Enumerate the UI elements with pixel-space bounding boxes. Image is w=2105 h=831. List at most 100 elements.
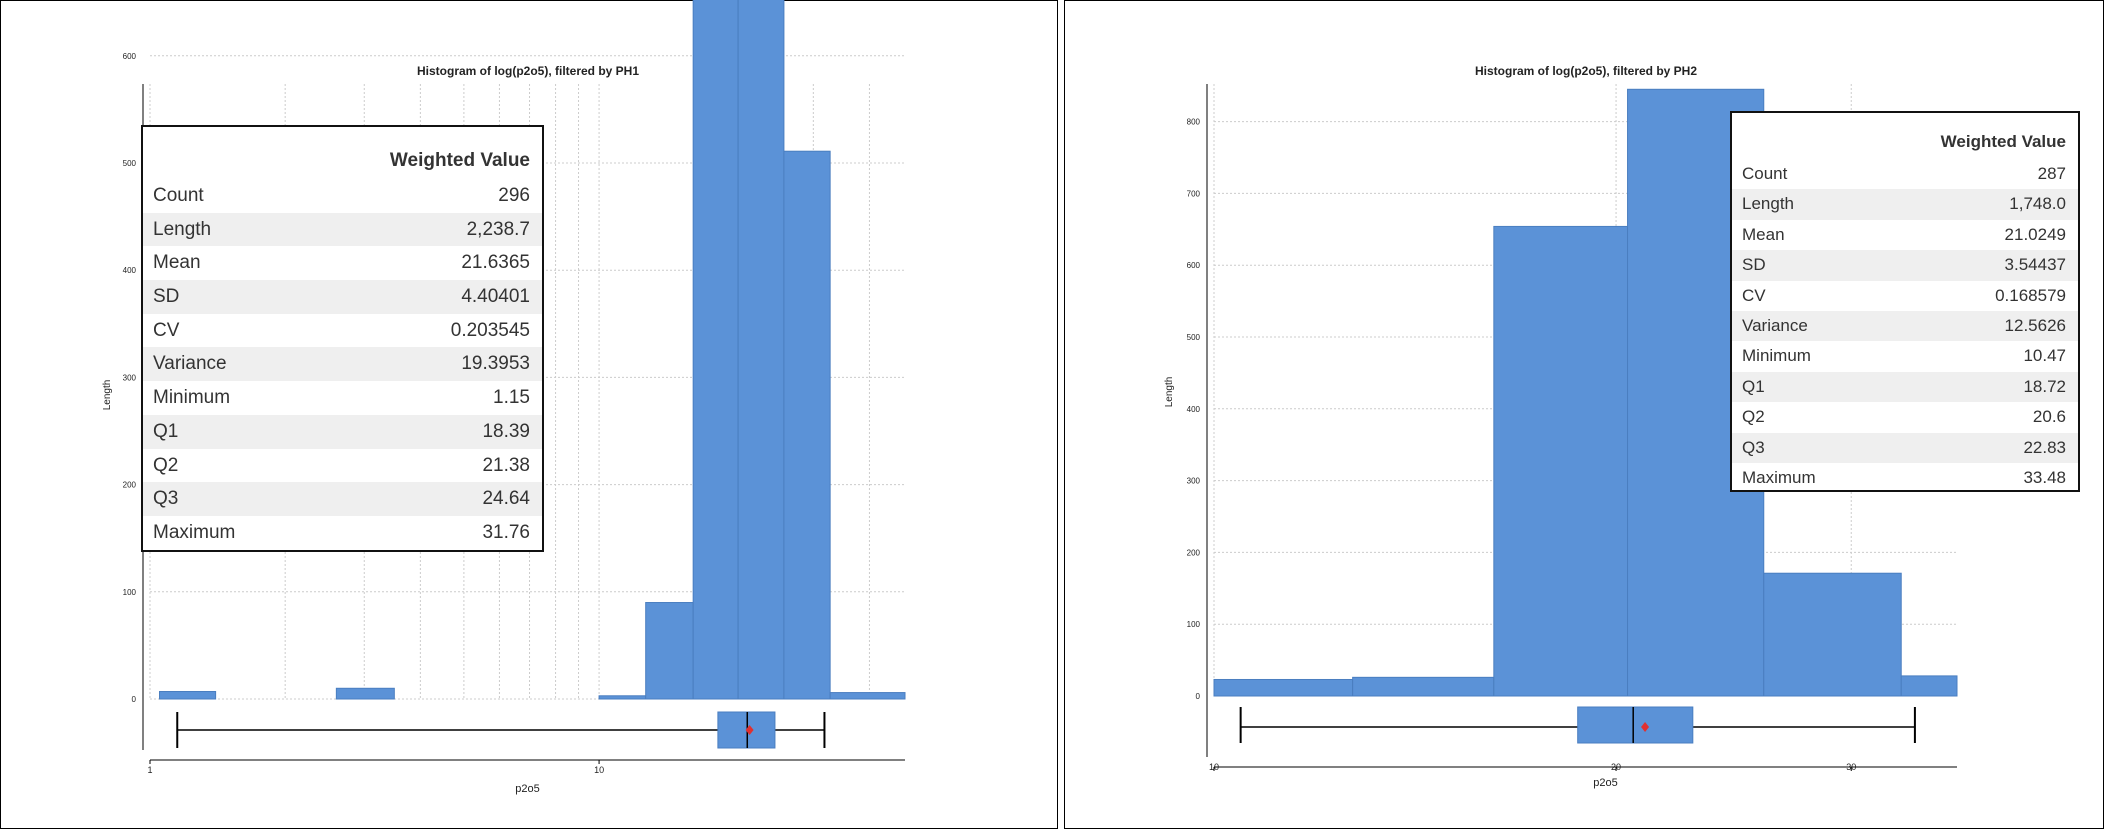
- y-tick-label: 200: [123, 481, 137, 490]
- stats-label: Minimum: [1742, 346, 1811, 366]
- y-tick-label: 400: [1187, 405, 1201, 414]
- stats-row: SD 3.54437: [1732, 250, 2078, 281]
- y-tick-label: 600: [123, 52, 137, 61]
- stats-row: Q3 22.83: [1732, 432, 2078, 463]
- histogram-bar: [159, 690, 217, 700]
- stats-label: Q1: [1742, 376, 1765, 396]
- stats-row: Length 2,238.7: [143, 212, 542, 247]
- histogram-bar: [783, 150, 831, 700]
- stats-row: Maximum 33.48: [1732, 463, 2078, 493]
- stats-header: Weighted Value: [1940, 132, 2066, 151]
- stats-value: 10.47: [2023, 346, 2066, 366]
- stats-label: Count: [1742, 164, 1788, 183]
- stats-label: CV: [1742, 285, 1766, 305]
- stats-row: Count 296: [143, 179, 542, 213]
- stats-row: Mean 21.0249: [1732, 220, 2078, 250]
- x-tick-label: 1: [147, 765, 152, 775]
- stats-label: Length: [153, 218, 212, 240]
- stats-value: 1.15: [493, 387, 530, 409]
- histogram-bar: [829, 692, 906, 700]
- stats-value: 19.3953: [461, 353, 530, 375]
- stats-label: Mean: [153, 252, 201, 274]
- stats-label: Count: [153, 185, 204, 206]
- stats-row: SD 4.40401: [143, 280, 542, 314]
- stats-row: Count 287: [1732, 159, 2078, 189]
- stats-row: Q1 18.39: [143, 414, 542, 449]
- y-tick-label: 500: [123, 159, 137, 168]
- stats-value: 296: [498, 185, 530, 206]
- stats-table-ph2: Weighted Value Count 287 Length 1,748.0 Mean…: [1730, 111, 2080, 492]
- stats-label: Length: [1742, 194, 1794, 214]
- y-tick-label: 300: [1187, 477, 1201, 486]
- y-tick-label: 800: [1187, 118, 1201, 127]
- stats-value: 21.6365: [461, 252, 530, 274]
- stats-label: Mean: [1742, 224, 1785, 244]
- boxplot-mean-marker: [745, 725, 754, 735]
- chart-title: Histogram of log(p2o5), filtered by PH1: [417, 64, 639, 78]
- boxplot-mean-marker: [1641, 722, 1650, 732]
- x-tick-label: 10: [594, 765, 604, 775]
- stats-label: Q3: [1742, 437, 1765, 457]
- stats-row: Q2 21.38: [143, 449, 542, 483]
- histogram-bar: [335, 687, 395, 700]
- stats-row: Q1 18.72: [1732, 371, 2078, 403]
- stats-row: Variance 12.5626: [1732, 310, 2078, 342]
- stats-value: 0.203545: [450, 319, 530, 341]
- histogram-bar: [1213, 678, 1354, 697]
- stats-header: Weighted Value: [389, 150, 530, 171]
- stats-row: Minimum 1.15: [143, 381, 542, 415]
- stats-value: 1,748.0: [2009, 194, 2066, 214]
- stats-value: 3.54437: [2004, 255, 2066, 275]
- stats-row: Q3 24.64: [143, 482, 542, 516]
- stats-label: CV: [153, 319, 180, 341]
- stats-row: CV 0.168579: [1732, 281, 2078, 311]
- stats-value: 18.39: [482, 420, 530, 442]
- stats-label: Q1: [153, 420, 179, 442]
- y-tick-label: 0: [1196, 692, 1201, 701]
- y-axis-label: Length: [102, 380, 113, 411]
- stats-value: 12.5626: [2004, 315, 2066, 335]
- y-axis-label: Length: [1164, 377, 1175, 408]
- stats-row: Mean 21.6365: [143, 246, 542, 280]
- stats-value: 21.0249: [2004, 224, 2066, 244]
- y-tick-label: 100: [123, 588, 137, 597]
- stats-value: 0.168579: [1995, 285, 2066, 305]
- stats-row: Variance 19.3953: [143, 347, 542, 382]
- stats-table-ph1: Weighted Value Count 296 Length 2,238.7 Mean…: [141, 125, 544, 552]
- histogram-bar: [1493, 225, 1629, 697]
- stats-label: Q3: [153, 488, 179, 510]
- stats-label: SD: [1742, 255, 1766, 275]
- stats-value: 33.48: [2023, 467, 2066, 487]
- stats-value: 22.83: [2023, 437, 2066, 457]
- y-tick-label: 0: [132, 695, 137, 704]
- stats-row: Length 1,748.0: [1732, 189, 2078, 220]
- y-tick-label: 400: [123, 266, 137, 275]
- stats-value: 20.6: [2032, 407, 2066, 427]
- chart-title: Histogram of log(p2o5), filtered by PH2: [1475, 64, 1697, 78]
- stats-label: Q2: [1742, 407, 1765, 427]
- x-tick-label: 10: [1209, 762, 1219, 772]
- y-tick-label: 600: [1187, 261, 1201, 270]
- stats-label: Maximum: [1742, 467, 1816, 487]
- x-axis-label: p2o5: [1593, 777, 1617, 789]
- stats-label: Minimum: [153, 387, 231, 409]
- stats-label: Variance: [153, 353, 227, 375]
- histogram-bar: [692, 0, 739, 700]
- stats-value: 4.40401: [461, 286, 530, 308]
- x-tick-label: 20: [1611, 762, 1621, 772]
- histogram-bar: [1763, 572, 1902, 697]
- stats-row: Q2 20.6: [1732, 402, 2078, 432]
- y-tick-label: 500: [1187, 333, 1201, 342]
- y-tick-label: 200: [1187, 548, 1201, 557]
- y-tick-label: 100: [1187, 620, 1201, 629]
- stats-value: 24.64: [482, 488, 530, 510]
- stats-row: CV 0.203545: [143, 314, 542, 348]
- boxplot-box: [1577, 706, 1694, 744]
- y-tick-label: 700: [1187, 189, 1201, 198]
- histogram-bar: [1900, 675, 1958, 697]
- histogram-bar: [645, 602, 694, 700]
- histogram-bar: [737, 0, 785, 700]
- stats-value: 21.38: [482, 454, 530, 476]
- stats-value: 18.72: [2023, 376, 2066, 396]
